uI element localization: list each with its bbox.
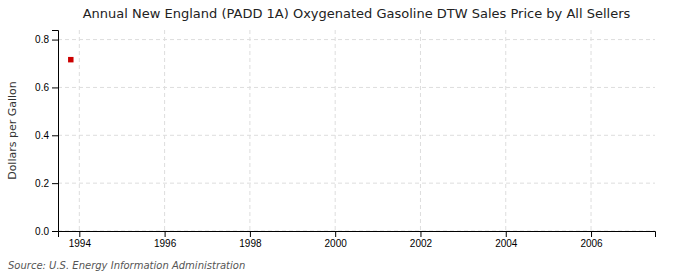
y-axis-line (52, 31, 59, 232)
grid (58, 30, 655, 231)
x-tick-label: 1996 (154, 238, 177, 249)
x-tick: 1998 (239, 231, 262, 249)
y-tick-label: 0.4 (35, 130, 49, 141)
x-tick-label: 1998 (239, 238, 262, 249)
point (68, 57, 73, 62)
chart: 1994 1996 1998 2000 2002 2004 2006 0.0 0.2 0.4 0.6… (0, 0, 675, 275)
x-tick-mark (165, 231, 166, 237)
grid-line-x (335, 30, 336, 231)
grid-line-x (79, 30, 80, 231)
y-axis-label: Dollars per Gallon (6, 81, 19, 180)
x-axis: 1994 1996 1998 2000 2002 2004 2006 (59, 231, 656, 249)
y-tick-label: 0.0 (35, 226, 49, 237)
grid-line-x (505, 30, 506, 231)
x-tick-mark (506, 231, 507, 237)
x-tick: 2000 (325, 231, 348, 249)
y-tick-mark (52, 40, 58, 41)
x-axis-line (59, 232, 656, 238)
y-tick-mark (52, 183, 58, 184)
grid-line-y (58, 39, 655, 40)
x-tick: 2002 (410, 231, 433, 249)
x-tick-label: 2004 (495, 238, 518, 249)
x-tick-mark (420, 231, 421, 237)
grid-line-x (420, 30, 421, 231)
x-tick-mark (79, 231, 80, 237)
x-tick: 1996 (154, 231, 177, 249)
y-tick-mark (52, 87, 58, 88)
x-tick-label: 1994 (69, 238, 92, 249)
y-axis: 0.0 0.2 0.4 0.6 0.8 (35, 31, 58, 237)
y-tick-label: 0.6 (35, 82, 49, 93)
y-tick-label: 0.2 (35, 178, 49, 189)
y-tick: 0.4 (35, 130, 58, 141)
plot: 1994 1996 1998 2000 2002 2004 2006 0.0 0.2 0.4 0.6… (35, 30, 655, 249)
x-tick-mark (591, 231, 592, 237)
x-tick: 2006 (580, 231, 603, 249)
grid-line-y (58, 87, 655, 88)
grid-line-x (249, 30, 250, 231)
y-tick: 0.8 (35, 34, 58, 45)
grid-line-x (591, 30, 592, 231)
title: Annual New England (PADD 1A) Oxygenated … (83, 6, 631, 21)
x-tick-mark (250, 231, 251, 237)
x-tick-label: 2006 (580, 238, 603, 249)
x-tick: 2004 (495, 231, 518, 249)
y-tick: 0.6 (35, 82, 58, 93)
y-tick-mark (52, 135, 58, 136)
points (68, 57, 73, 62)
y-tick-label: 0.8 (35, 34, 49, 45)
grid-line-y (58, 183, 655, 184)
y-tick: 0.0 (35, 226, 58, 237)
grid-line-y (58, 135, 655, 136)
x-tick: 1994 (69, 231, 92, 249)
x-tick-label: 2000 (325, 238, 348, 249)
source: Source: U.S. Energy Information Administ… (8, 260, 245, 271)
grid-line-x (164, 30, 165, 231)
x-tick-label: 2002 (410, 238, 433, 249)
y-tick: 0.2 (35, 178, 58, 189)
x-tick-mark (335, 231, 336, 237)
y-tick-mark (52, 231, 58, 232)
